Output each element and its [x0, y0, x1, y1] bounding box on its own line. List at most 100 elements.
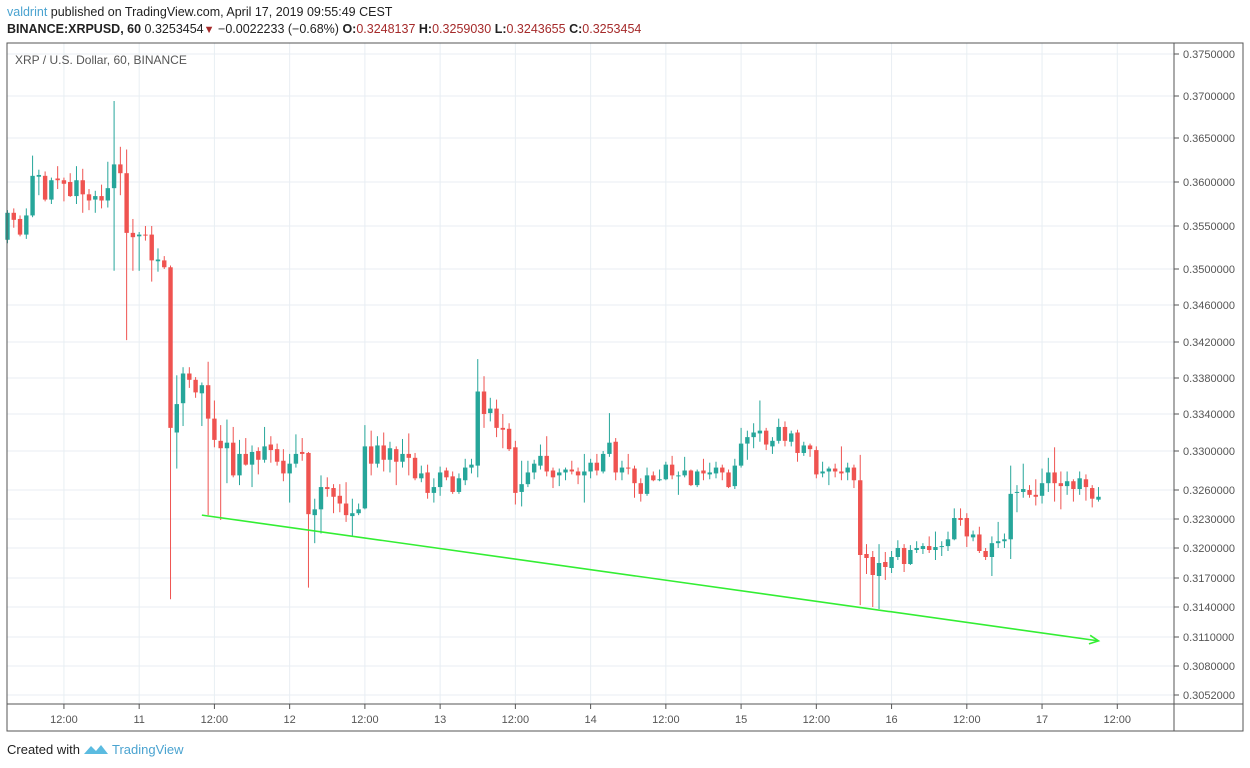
- candle-body: [412, 457, 418, 479]
- candle-body: [463, 467, 468, 481]
- candle-body: [1008, 493, 1013, 540]
- candle-body: [318, 487, 324, 510]
- candle-up: [1008, 465, 1013, 559]
- candle-body: [356, 509, 361, 514]
- candle-down: [883, 552, 888, 580]
- candle-up: [93, 190, 98, 213]
- candle-body: [876, 563, 882, 576]
- candle-down: [513, 440, 518, 505]
- candle-down: [212, 400, 217, 448]
- candle-up: [945, 531, 951, 551]
- candle-up: [387, 441, 393, 473]
- price-tick-label: 0.3110000: [1183, 632, 1234, 644]
- candle-down: [118, 146, 123, 196]
- price-tick-label: 0.3550000: [1183, 221, 1235, 233]
- candle-body: [1014, 491, 1020, 493]
- time-tick-label: 17: [1036, 714, 1048, 726]
- candle-down: [425, 464, 430, 499]
- candle-body: [5, 212, 10, 240]
- candle-up: [801, 441, 806, 456]
- candle-body: [187, 373, 192, 380]
- candle-up: [914, 541, 919, 553]
- candle-body: [964, 518, 970, 537]
- candle-up: [1064, 471, 1070, 495]
- candle-up: [456, 473, 462, 494]
- price-tick-label: 0.3650000: [1183, 133, 1235, 145]
- candle-body: [582, 471, 587, 476]
- candle-body: [789, 433, 794, 442]
- candle-up: [644, 467, 650, 496]
- candle-body: [889, 557, 894, 568]
- created-with-text: Created with: [7, 741, 80, 757]
- candle-down: [11, 208, 16, 228]
- symbol: BINANCE:XRPUSD, 60: [7, 22, 142, 36]
- candle-down: [958, 508, 963, 526]
- candle-body: [331, 488, 336, 497]
- candle-up: [538, 444, 543, 470]
- candle-body: [274, 449, 280, 462]
- arrowhead-icon: [1088, 634, 1101, 645]
- candle-up: [488, 397, 493, 422]
- axes: 0.3750000 0.3700000 0.3650000 0.3600000 0.35…: [6, 42, 1244, 732]
- candle-up: [237, 439, 242, 486]
- candle-up: [105, 161, 111, 208]
- candle-body: [995, 541, 1001, 544]
- price-tick-label: 0.3420000: [1183, 337, 1235, 349]
- candle-body: [676, 475, 681, 477]
- candle-body: [306, 452, 311, 515]
- candle-up: [970, 530, 976, 542]
- candle-body: [143, 234, 148, 236]
- candle-body: [657, 479, 662, 481]
- candle-up: [1077, 471, 1082, 495]
- candle-down: [807, 443, 813, 457]
- candle-body: [795, 432, 800, 453]
- candle-body: [494, 408, 499, 428]
- author-link[interactable]: valdrint: [7, 5, 48, 19]
- price-tick-label: 0.3140000: [1183, 602, 1235, 614]
- candle-up: [312, 498, 317, 544]
- candle-down: [594, 453, 600, 476]
- candle-down: [205, 361, 211, 516]
- candle-down: [299, 438, 305, 461]
- candle-body: [738, 443, 744, 466]
- candle-body: [1071, 481, 1076, 490]
- high-label: H:: [418, 22, 433, 36]
- candle-body: [839, 471, 844, 474]
- candle-body: [707, 472, 712, 475]
- candle-down: [858, 454, 863, 606]
- candle-body: [1058, 483, 1064, 487]
- chart-title: XRP / U.S. Dollar, 60, BINANCE: [15, 53, 187, 67]
- candle-body: [231, 442, 236, 476]
- candle-body: [506, 428, 512, 450]
- candle-body: [199, 385, 205, 394]
- candle-up: [757, 400, 763, 442]
- price-tick-label: 0.3750000: [1183, 49, 1235, 61]
- candle-up: [563, 467, 568, 481]
- candle-up: [249, 445, 255, 488]
- candle-body: [594, 462, 600, 471]
- candle-up: [531, 459, 537, 480]
- candle-down: [1083, 474, 1089, 501]
- candle-body: [745, 437, 750, 444]
- candle-body: [776, 426, 781, 441]
- candle-body: [162, 260, 167, 268]
- candle-body: [845, 467, 850, 473]
- candle-body: [945, 539, 951, 547]
- candle-body: [720, 467, 725, 473]
- candle-down: [901, 544, 907, 572]
- candle-up: [732, 458, 738, 490]
- candle-up: [695, 469, 700, 488]
- price-tick-label: 0.3170000: [1183, 573, 1235, 585]
- tradingview-link[interactable]: TradingView: [111, 741, 184, 757]
- candle-body: [312, 509, 317, 516]
- publish-info: valdrint published on TradingView.com, A…: [7, 5, 392, 19]
- candle-up: [582, 453, 587, 503]
- time-tick-label: 12:00: [50, 714, 78, 726]
- candle-body: [619, 467, 625, 473]
- candle-up: [657, 469, 662, 482]
- candle-body: [1064, 481, 1070, 487]
- candle-body: [437, 472, 443, 488]
- candle-body: [933, 547, 938, 550]
- candle-body: [124, 173, 129, 233]
